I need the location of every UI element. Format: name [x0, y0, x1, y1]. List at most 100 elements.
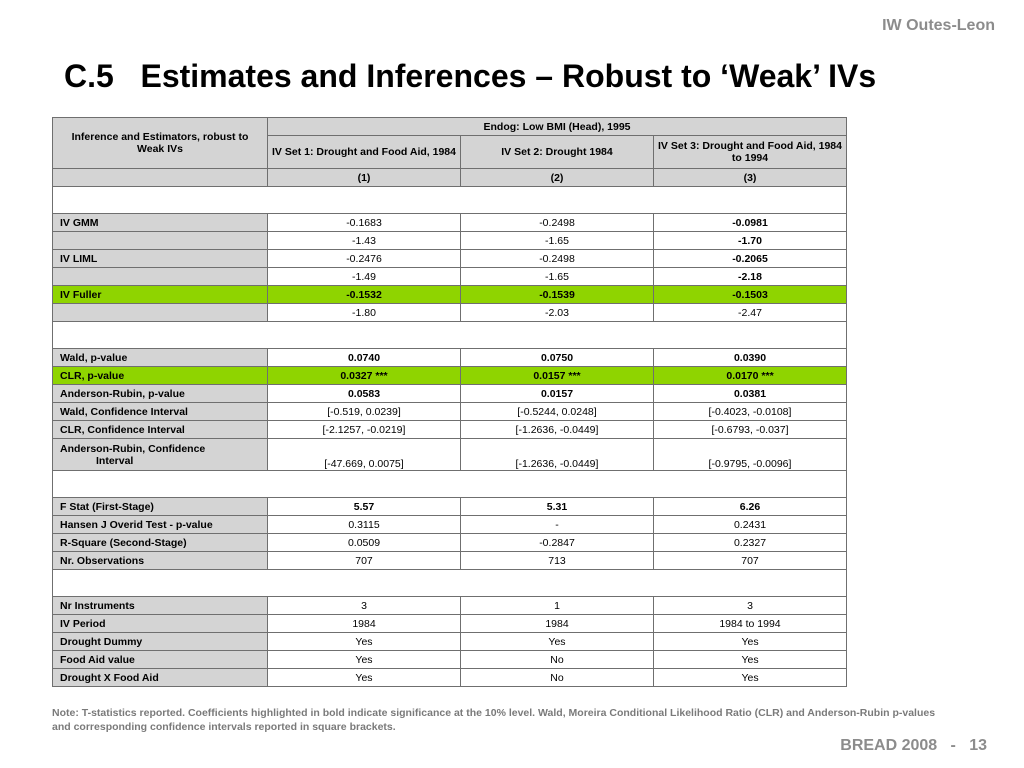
table-cell: 1984 to 1994: [652, 614, 848, 633]
table-cell: 0.0390: [652, 348, 848, 367]
table-cell: 1984: [267, 614, 461, 633]
table-cell: -0.1539: [460, 285, 654, 304]
table-cell: 707: [652, 551, 848, 570]
table-cell: 5.57: [267, 497, 461, 516]
row-label: CLR, p-value: [52, 366, 268, 385]
row-label: Hansen J Overid Test - p-value: [52, 515, 268, 534]
table-cell: 6.26: [652, 497, 848, 516]
table-row: Food Aid value Yes No Yes: [52, 650, 848, 669]
table-row: Nr Instruments 3 1 3: [52, 596, 848, 615]
spacer-row: [51, 186, 848, 214]
table-row: IV GMM -0.1683 -0.2498 -0.0981: [52, 213, 848, 232]
table-cell: -0.2847: [460, 533, 654, 552]
table-cell: 3: [652, 596, 848, 615]
table-row: Anderson-Rubin, p-value 0.0583 0.0157 0.…: [52, 384, 848, 403]
table-row: Nr. Observations 707 713 707: [52, 551, 848, 570]
table-row: Drought Dummy Yes Yes Yes: [52, 632, 848, 651]
spacer-row: [51, 569, 848, 597]
table-cell: -1.65: [460, 231, 654, 250]
table-cell: 0.2431: [652, 515, 848, 534]
table-cell: [-0.9795, -0.0096]: [652, 438, 848, 471]
table-row: IV Period 1984 1984 1984 to 1994: [52, 614, 848, 633]
table-cell: 3: [267, 596, 461, 615]
table-row: CLR, Confidence Interval [-2.1257, -0.02…: [52, 420, 848, 439]
table-cell: -0.1503: [652, 285, 848, 304]
table-row: Wald, p-value 0.0740 0.0750 0.0390: [52, 348, 848, 367]
row-label: CLR, Confidence Interval: [52, 420, 268, 439]
table-cell: 0.0381: [652, 384, 848, 403]
table-cell: -1.49: [267, 267, 461, 286]
table-cell: Yes: [652, 632, 848, 651]
column-number: (1): [267, 168, 461, 187]
row-label: IV GMM: [52, 213, 268, 232]
table-cell: Yes: [652, 668, 848, 687]
table-cell: 0.2327: [652, 533, 848, 552]
row-label: IV Fuller: [52, 285, 268, 304]
table-cell: [-0.5244, 0.0248]: [460, 402, 654, 421]
slide-footer: BREAD 2008 - 13: [840, 737, 987, 754]
blank-label-cell: [52, 267, 268, 286]
table-row: Drought X Food Aid Yes No Yes: [52, 668, 848, 687]
column-number: (2): [460, 168, 654, 187]
blank-label-cell: [52, 231, 268, 250]
row-label-line: Anderson-Rubin, Confidence: [60, 442, 206, 455]
table-cell: [-47.669, 0.0075]: [267, 438, 461, 471]
table-row: -1.80 -2.03 -2.47: [52, 303, 848, 322]
column-number: (3): [652, 168, 848, 187]
table-row: F Stat (First-Stage) 5.57 5.31 6.26: [52, 497, 848, 516]
table-cell: No: [460, 668, 654, 687]
table-cell: -2.03: [460, 303, 654, 322]
row-label: Nr. Observations: [52, 551, 268, 570]
table-row: Hansen J Overid Test - p-value 0.3115 - …: [52, 515, 848, 534]
blank-label-cell: [52, 168, 268, 187]
table-cell: 0.0583: [267, 384, 461, 403]
table-cell: [-0.519, 0.0239]: [267, 402, 461, 421]
table-row-highlighted: CLR, p-value 0.0327 *** 0.0157 *** 0.017…: [52, 366, 848, 385]
table-cell: Yes: [267, 632, 461, 651]
table-cell: -0.2065: [652, 249, 848, 268]
table-cell: 0.0740: [267, 348, 461, 367]
table-cell: [-1.2636, -0.0449]: [460, 438, 654, 471]
row-label: Wald, Confidence Interval: [52, 402, 268, 421]
table-cell: [-2.1257, -0.0219]: [267, 420, 461, 439]
table-cell: -1.65: [460, 267, 654, 286]
table-cell: -0.1532: [267, 285, 461, 304]
table-cell: 0.0327 ***: [267, 366, 461, 385]
table-cell: 707: [267, 551, 461, 570]
row-label: R-Square (Second-Stage): [52, 533, 268, 552]
footnote: Note: T-statistics reported. Coefficient…: [52, 707, 936, 733]
group-header: Endog: Low BMI (Head), 1995: [266, 117, 848, 136]
author-label: IW Outes-Leon: [882, 17, 995, 34]
table-cell: -1.80: [267, 303, 461, 322]
table-cell: -0.1683: [267, 213, 461, 232]
table-cell: -0.2498: [460, 213, 654, 232]
table-cell: 1: [460, 596, 654, 615]
row-label: Drought X Food Aid: [52, 668, 268, 687]
table-cell: -1.43: [267, 231, 461, 250]
table-cell: 0.0750: [460, 348, 654, 367]
row-label: Anderson-Rubin, Confidence Interval: [52, 438, 268, 471]
table-row: Anderson-Rubin, Confidence Interval [-47…: [52, 438, 848, 471]
table-cell: 1984: [460, 614, 654, 633]
table-row: R-Square (Second-Stage) 0.0509 -0.2847 0…: [52, 533, 848, 552]
table-cell: Yes: [460, 632, 654, 651]
row-label: Drought Dummy: [52, 632, 268, 651]
row-label: Food Aid value: [52, 650, 268, 669]
row-label: Wald, p-value: [52, 348, 268, 367]
slide-title: C.5 Estimates and Inferences – Robust to…: [64, 58, 877, 94]
table-cell: Yes: [267, 650, 461, 669]
table-row: IV LIML -0.2476 -0.2498 -0.2065: [52, 249, 848, 268]
row-label: F Stat (First-Stage): [52, 497, 268, 516]
table-cell: -0.0981: [652, 213, 848, 232]
column-header: IV Set 1: Drought and Food Aid, 1984: [267, 135, 461, 169]
table-cell: -0.2476: [267, 249, 461, 268]
table-cell: 5.31: [460, 497, 654, 516]
column-header: IV Set 2: Drought 1984: [460, 135, 654, 169]
table-cell: Yes: [652, 650, 848, 669]
table-cell: -2.18: [652, 267, 848, 286]
row-label: Anderson-Rubin, p-value: [52, 384, 268, 403]
table-cell: Yes: [267, 668, 461, 687]
corner-label: Inference and Estimators, robust to Weak…: [52, 117, 268, 169]
table-cell: 0.0157: [460, 384, 654, 403]
table-cell: 0.0170 ***: [652, 366, 848, 385]
